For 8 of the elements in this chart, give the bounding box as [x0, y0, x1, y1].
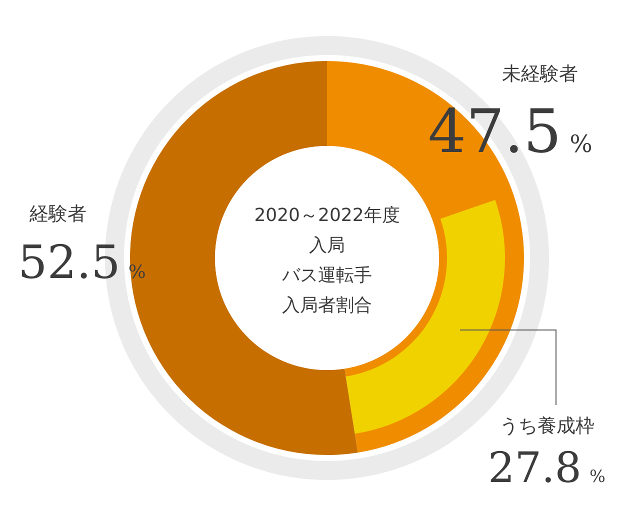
slice-label: 未経験者 [502, 63, 578, 85]
slice-label: 経験者 [28, 203, 86, 225]
data-label: 27.8% [488, 443, 606, 492]
text: 入局 [309, 235, 345, 256]
slice-label: うち養成枠 [500, 415, 594, 437]
text: 入局者割合 [282, 295, 372, 316]
text: バス運転手 [281, 265, 372, 286]
text: 2020～2022年度 [254, 205, 400, 226]
